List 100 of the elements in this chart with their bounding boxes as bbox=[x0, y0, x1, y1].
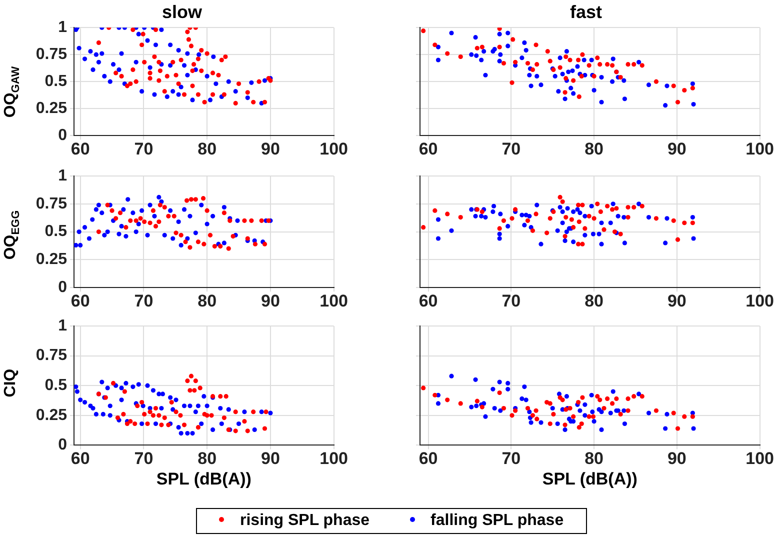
point bbox=[193, 197, 198, 202]
point bbox=[616, 214, 620, 218]
point bbox=[579, 421, 584, 426]
point bbox=[589, 204, 594, 208]
point bbox=[174, 410, 178, 414]
point bbox=[558, 204, 562, 210]
point bbox=[86, 236, 92, 241]
point bbox=[236, 81, 242, 86]
y-tick-label: 0 bbox=[58, 279, 68, 296]
point bbox=[162, 232, 167, 238]
point bbox=[436, 44, 441, 50]
point bbox=[199, 202, 204, 208]
point bbox=[510, 37, 516, 42]
point bbox=[152, 54, 157, 60]
point bbox=[94, 207, 98, 212]
point bbox=[198, 386, 202, 390]
point bbox=[580, 52, 585, 57]
point bbox=[233, 410, 238, 414]
point bbox=[562, 96, 568, 102]
point bbox=[226, 246, 231, 251]
point bbox=[148, 220, 152, 226]
point bbox=[497, 58, 502, 64]
point bbox=[555, 421, 560, 426]
point bbox=[690, 86, 695, 90]
point bbox=[558, 65, 562, 70]
point bbox=[210, 214, 216, 218]
point bbox=[571, 91, 576, 96]
point bbox=[690, 81, 695, 86]
point bbox=[110, 62, 116, 67]
point bbox=[663, 426, 668, 431]
point bbox=[490, 386, 496, 392]
point bbox=[170, 407, 176, 412]
point bbox=[436, 236, 441, 241]
y-tick-label: 0.75 bbox=[36, 46, 68, 64]
point bbox=[136, 32, 141, 36]
point bbox=[233, 100, 238, 106]
point bbox=[124, 421, 130, 426]
point bbox=[178, 430, 184, 436]
point bbox=[545, 49, 550, 54]
point bbox=[610, 202, 616, 206]
point bbox=[140, 32, 146, 36]
point bbox=[571, 78, 576, 83]
point bbox=[226, 79, 231, 84]
point bbox=[534, 212, 538, 216]
point bbox=[498, 212, 503, 216]
point bbox=[150, 388, 156, 393]
point bbox=[560, 199, 565, 204]
point bbox=[497, 390, 502, 396]
point bbox=[562, 90, 568, 95]
point bbox=[124, 234, 128, 239]
point bbox=[421, 28, 426, 34]
point bbox=[156, 78, 162, 83]
point bbox=[262, 100, 268, 104]
point bbox=[219, 58, 224, 62]
point bbox=[134, 230, 138, 234]
point bbox=[235, 218, 240, 223]
point bbox=[479, 214, 484, 218]
point bbox=[473, 35, 478, 40]
point bbox=[614, 206, 619, 211]
point bbox=[530, 67, 536, 72]
point bbox=[204, 404, 210, 408]
point bbox=[82, 400, 88, 405]
x-tick-label: 90 bbox=[260, 291, 280, 310]
point bbox=[626, 396, 630, 402]
point bbox=[202, 394, 206, 399]
point bbox=[74, 384, 78, 390]
point bbox=[102, 74, 107, 78]
x-tick-label: 60 bbox=[418, 291, 438, 310]
point bbox=[626, 204, 630, 210]
point bbox=[119, 51, 124, 56]
point bbox=[140, 421, 144, 426]
point bbox=[222, 204, 226, 210]
point bbox=[682, 220, 687, 226]
point bbox=[491, 204, 496, 208]
point bbox=[445, 398, 450, 402]
point bbox=[528, 420, 534, 425]
point bbox=[571, 240, 576, 244]
point bbox=[152, 214, 157, 218]
point bbox=[636, 392, 642, 396]
point bbox=[122, 389, 127, 394]
point bbox=[497, 232, 502, 236]
point bbox=[582, 214, 588, 218]
y-tick-label: 0.5 bbox=[44, 73, 68, 90]
point bbox=[108, 79, 112, 84]
point bbox=[497, 44, 502, 50]
point bbox=[605, 204, 610, 208]
point bbox=[185, 30, 190, 34]
point bbox=[130, 67, 136, 72]
point bbox=[74, 389, 80, 394]
point bbox=[168, 395, 173, 400]
point bbox=[571, 209, 576, 214]
point bbox=[96, 40, 102, 46]
x-tick-label: 70 bbox=[502, 291, 521, 310]
y-axis-title: CIQ bbox=[2, 368, 20, 400]
point bbox=[568, 58, 572, 62]
point bbox=[599, 74, 604, 80]
point bbox=[610, 56, 616, 62]
point bbox=[618, 412, 623, 417]
point bbox=[445, 212, 450, 216]
point bbox=[218, 244, 223, 249]
